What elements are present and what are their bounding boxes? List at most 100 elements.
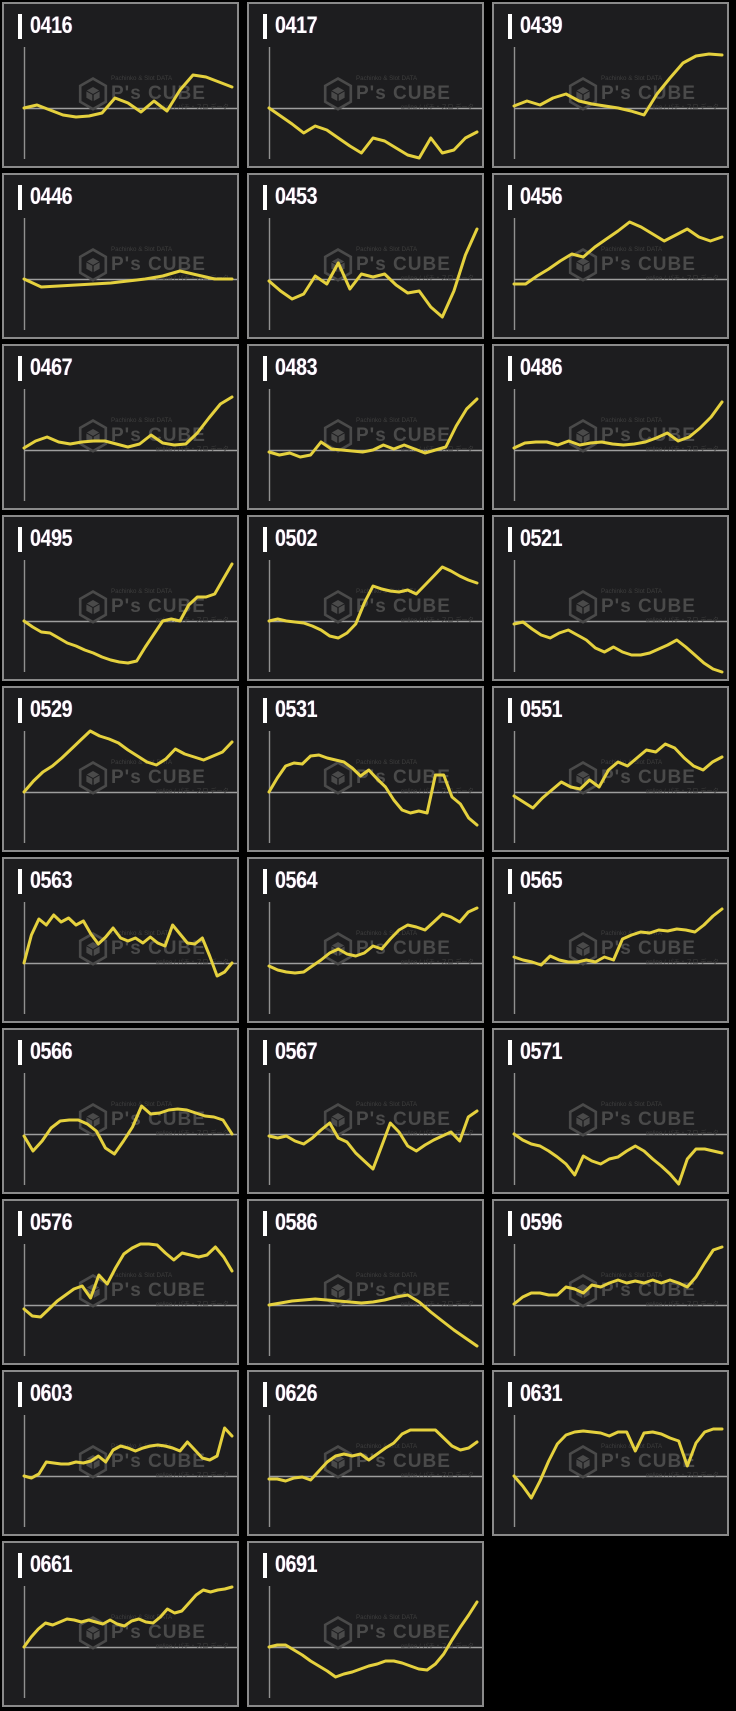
machine-number: 0661 (30, 1551, 73, 1578)
machine-title-row: 0691 (263, 1552, 326, 1578)
machine-number: 0417 (275, 12, 318, 39)
machine-number: 0631 (520, 1380, 563, 1407)
machine-number: 0453 (275, 183, 318, 210)
machine-chart-cell[interactable]: Pachinko & Slot DATA P's CUBE online / パ… (2, 1028, 239, 1194)
machine-number: 0521 (520, 525, 563, 552)
machine-chart-cell[interactable]: Pachinko & Slot DATA P's CUBE online / パ… (247, 344, 484, 510)
machine-chart-cell[interactable]: Pachinko & Slot DATA P's CUBE online / パ… (247, 686, 484, 852)
chart-line (512, 742, 724, 810)
machine-chart-cell[interactable]: Pachinko & Slot DATA P's CUBE online / パ… (492, 344, 729, 510)
machine-number: 0502 (275, 525, 318, 552)
title-tick-bar (18, 1039, 22, 1065)
machine-title-row: 0446 (18, 184, 81, 210)
chart-line (22, 269, 234, 289)
chart-line-layer (22, 1242, 234, 1319)
chart-line (512, 220, 724, 286)
machine-number: 0551 (520, 696, 563, 723)
machine-chart-cell[interactable]: Pachinko & Slot DATA P's CUBE online / パ… (2, 344, 239, 510)
chart-axes (513, 389, 727, 501)
machine-number: 0571 (520, 1038, 563, 1065)
machine-title-row: 0596 (508, 1210, 571, 1236)
chart-axes (268, 47, 482, 159)
machine-title-row: 0529 (18, 697, 81, 723)
machine-chart-cell[interactable]: Pachinko & Slot DATA P's CUBE online / パ… (492, 2, 729, 168)
chart-line (267, 1293, 479, 1348)
machine-chart-cell[interactable]: Pachinko & Slot DATA P's CUBE online / パ… (2, 2, 239, 168)
chart-line-layer (512, 220, 724, 286)
machine-chart-cell[interactable]: Pachinko & Slot DATA P's CUBE online / パ… (2, 173, 239, 339)
chart-line-layer (22, 913, 234, 978)
machine-chart-cell[interactable]: Pachinko & Slot DATA P's CUBE online / パ… (492, 686, 729, 852)
machine-number: 0456 (520, 183, 563, 210)
machine-chart-cell[interactable]: Pachinko & Slot DATA P's CUBE online / パ… (492, 515, 729, 681)
chart-line-layer (22, 1426, 234, 1480)
machine-chart-cell[interactable]: Pachinko & Slot DATA P's CUBE online / パ… (2, 857, 239, 1023)
chart-line-layer (512, 52, 724, 117)
machine-number: 0576 (30, 1209, 73, 1236)
chart-axes (23, 731, 237, 843)
machine-number: 0566 (30, 1038, 73, 1065)
machine-chart-cell[interactable]: Pachinko & Slot DATA P's CUBE online / パ… (492, 1370, 729, 1536)
chart-axes (23, 389, 237, 501)
chart-line-layer (512, 400, 724, 450)
chart-axes (513, 1073, 727, 1185)
chart-axes (513, 560, 727, 672)
chart-line (22, 1585, 234, 1649)
machine-title-row: 0565 (508, 868, 571, 894)
chart-line-layer (267, 227, 479, 319)
title-tick-bar (508, 697, 512, 723)
machine-chart-cell[interactable]: Pachinko & Slot DATA P's CUBE online / パ… (247, 1541, 484, 1707)
machine-title-row: 0531 (263, 697, 326, 723)
machine-chart-cell[interactable]: Pachinko & Slot DATA P's CUBE online / パ… (2, 686, 239, 852)
machine-title-row: 0502 (263, 526, 326, 552)
machine-title-row: 0467 (18, 355, 81, 381)
chart-axes (268, 218, 482, 330)
chart-line-layer (22, 269, 234, 289)
machine-chart-cell[interactable]: Pachinko & Slot DATA P's CUBE online / パ… (2, 1370, 239, 1536)
chart-line-layer (267, 906, 479, 975)
machine-number: 0596 (520, 1209, 563, 1236)
machine-chart-cell[interactable]: Pachinko & Slot DATA P's CUBE online / パ… (247, 1028, 484, 1194)
machine-chart-cell[interactable]: Pachinko & Slot DATA P's CUBE online / パ… (247, 173, 484, 339)
chart-line (512, 620, 724, 674)
machine-number: 0483 (275, 354, 318, 381)
machine-title-row: 0486 (508, 355, 571, 381)
machine-chart-cell[interactable]: Pachinko & Slot DATA P's CUBE online / パ… (492, 1199, 729, 1365)
title-tick-bar (508, 1381, 512, 1407)
title-tick-bar (263, 526, 267, 552)
machine-chart-cell[interactable]: Pachinko & Slot DATA P's CUBE online / パ… (2, 515, 239, 681)
machine-chart-cell[interactable]: Pachinko & Slot DATA P's CUBE online / パ… (247, 2, 484, 168)
machine-number: 0565 (520, 867, 563, 894)
machine-chart-cell[interactable]: Pachinko & Slot DATA P's CUBE online / パ… (2, 1199, 239, 1365)
chart-line (267, 106, 479, 160)
chart-line-layer (267, 753, 479, 827)
machine-number: 0626 (275, 1380, 318, 1407)
machine-chart-cell[interactable]: Pachinko & Slot DATA P's CUBE online / パ… (492, 857, 729, 1023)
title-tick-bar (18, 526, 22, 552)
machine-title-row: 0586 (263, 1210, 326, 1236)
machine-chart-cell[interactable]: Pachinko & Slot DATA P's CUBE online / パ… (492, 1028, 729, 1194)
chart-line-layer (267, 1109, 479, 1171)
chart-line-layer (22, 1104, 234, 1156)
chart-line (22, 729, 234, 794)
chart-line-layer (512, 1245, 724, 1306)
chart-line (267, 227, 479, 319)
machine-chart-cell[interactable]: Pachinko & Slot DATA P's CUBE online / パ… (247, 1370, 484, 1536)
chart-line (22, 913, 234, 978)
title-tick-bar (508, 526, 512, 552)
machine-chart-cell[interactable]: Pachinko & Slot DATA P's CUBE online / パ… (492, 173, 729, 339)
machine-chart-cell[interactable]: Pachinko & Slot DATA P's CUBE online / パ… (247, 515, 484, 681)
chart-line-layer (22, 73, 234, 119)
chart-line-layer (267, 106, 479, 160)
machine-chart-cell[interactable]: Pachinko & Slot DATA P's CUBE online / パ… (247, 1199, 484, 1365)
title-tick-bar (18, 184, 22, 210)
chart-line-layer (267, 1600, 479, 1679)
machine-number: 0446 (30, 183, 73, 210)
machine-chart-cell[interactable]: Pachinko & Slot DATA P's CUBE online / パ… (247, 857, 484, 1023)
title-tick-bar (508, 13, 512, 39)
title-tick-bar (18, 13, 22, 39)
machine-chart-cell[interactable]: Pachinko & Slot DATA P's CUBE online / パ… (2, 1541, 239, 1707)
machine-title-row: 0661 (18, 1552, 81, 1578)
chart-line-layer (22, 395, 234, 450)
title-tick-bar (263, 13, 267, 39)
